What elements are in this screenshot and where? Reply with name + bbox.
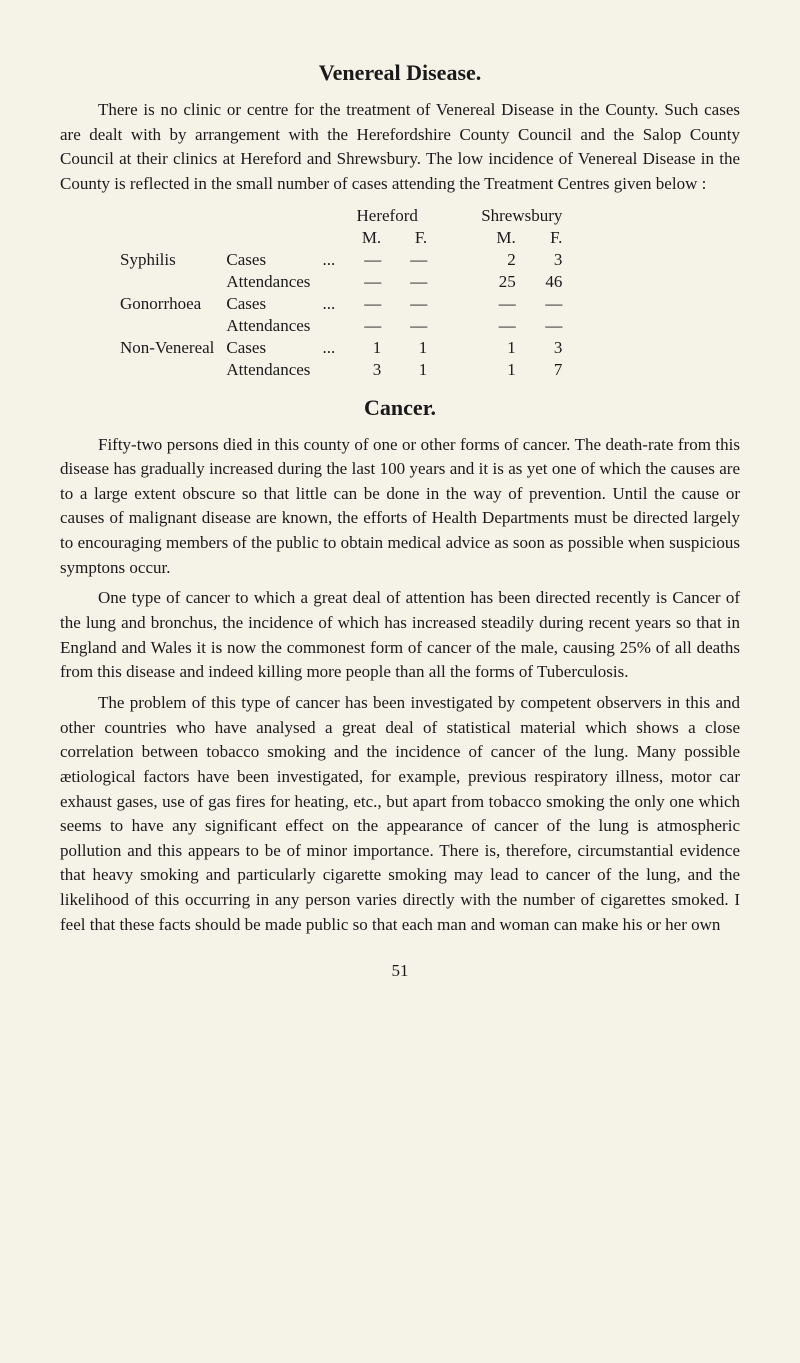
table-row: Attendances 3 1 1 7 xyxy=(120,359,574,381)
cell: — xyxy=(347,249,393,271)
row-ellipsis: ... xyxy=(322,337,347,359)
page-number: 51 xyxy=(60,961,740,981)
cell: 1 xyxy=(481,359,528,381)
cell: 25 xyxy=(481,271,528,293)
table-header-row-2: M. F. M. F. xyxy=(120,227,574,249)
table-header-row-1: Hereford Shrewsbury xyxy=(120,205,574,227)
row-metric: Cases xyxy=(226,337,322,359)
sub-f-2: F. xyxy=(528,227,575,249)
table-row: Non-Venereal Cases ... 1 1 1 3 xyxy=(120,337,574,359)
cancer-para-1: Fifty-two persons died in this county of… xyxy=(60,433,740,581)
cell: — xyxy=(393,249,439,271)
cell: 7 xyxy=(528,359,575,381)
venereal-intro: There is no clinic or centre for the tre… xyxy=(60,98,740,197)
col-group-hereford: Hereford xyxy=(347,205,439,227)
cell: — xyxy=(347,293,393,315)
table-row: Gonorrhoea Cases ... — — — — xyxy=(120,293,574,315)
row-label: Non-Venereal xyxy=(120,337,226,359)
cell: 3 xyxy=(528,249,575,271)
cell: 1 xyxy=(347,337,393,359)
table-row: Attendances — — 25 46 xyxy=(120,271,574,293)
sub-m-2: M. xyxy=(481,227,528,249)
cell: — xyxy=(528,315,575,337)
row-label: Syphilis xyxy=(120,249,226,271)
venereal-heading: Venereal Disease. xyxy=(60,60,740,86)
cell: — xyxy=(393,293,439,315)
cell: 2 xyxy=(481,249,528,271)
table-row: Syphilis Cases ... — — 2 3 xyxy=(120,249,574,271)
row-metric: Attendances xyxy=(226,271,322,293)
row-metric: Attendances xyxy=(226,359,322,381)
cell: — xyxy=(393,315,439,337)
document-page: Venereal Disease. There is no clinic or … xyxy=(0,0,800,1021)
cell: — xyxy=(347,271,393,293)
cell: — xyxy=(347,315,393,337)
sub-f-1: F. xyxy=(393,227,439,249)
sub-m-1: M. xyxy=(347,227,393,249)
col-group-shrewsbury: Shrewsbury xyxy=(481,205,574,227)
row-ellipsis: ... xyxy=(322,293,347,315)
cell: 46 xyxy=(528,271,575,293)
row-label xyxy=(120,271,226,293)
row-label xyxy=(120,359,226,381)
cell: 1 xyxy=(393,337,439,359)
cell: — xyxy=(528,293,575,315)
row-metric: Attendances xyxy=(226,315,322,337)
cell: — xyxy=(393,271,439,293)
cancer-para-2: One type of cancer to which a great deal… xyxy=(60,586,740,685)
cell: 3 xyxy=(347,359,393,381)
cell: 1 xyxy=(393,359,439,381)
row-ellipsis: ... xyxy=(322,249,347,271)
table-row: Attendances — — — — xyxy=(120,315,574,337)
cancer-para-3: The problem of this type of cancer has b… xyxy=(60,691,740,937)
cell: — xyxy=(481,315,528,337)
row-label: Gonorrhoea xyxy=(120,293,226,315)
cell: 3 xyxy=(528,337,575,359)
cell: — xyxy=(481,293,528,315)
venereal-table: Hereford Shrewsbury M. F. M. F. Syphilis… xyxy=(120,205,574,381)
cell: 1 xyxy=(481,337,528,359)
row-metric: Cases xyxy=(226,293,322,315)
row-metric: Cases xyxy=(226,249,322,271)
row-label xyxy=(120,315,226,337)
cancer-heading: Cancer. xyxy=(60,395,740,421)
